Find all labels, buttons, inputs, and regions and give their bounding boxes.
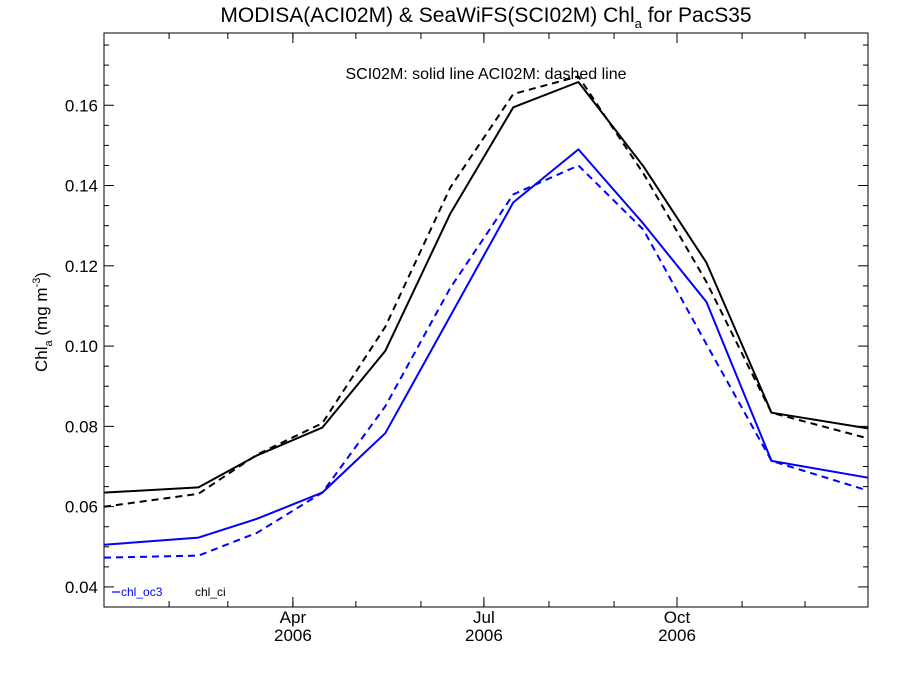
series-line-chl-ci-aci02m bbox=[103, 75, 869, 508]
y-tick-label: 0.06 bbox=[65, 498, 98, 517]
y-tick-label: 0.14 bbox=[65, 177, 98, 196]
chart-title: MODISA(ACI02M) & SeaWiFS(SCI02M) Chla fo… bbox=[220, 4, 751, 31]
series-line-chl-oc3-sci02m bbox=[103, 148, 869, 546]
plot-area: 0.040.060.080.100.120.140.16Apr2006Jul20… bbox=[65, 32, 869, 645]
series-line-chl-ci-sci02m bbox=[103, 81, 869, 494]
x-tick-label-month: Jul bbox=[473, 608, 495, 627]
series-line-chl-oc3-aci02m bbox=[103, 164, 869, 559]
x-tick-label-month: Apr bbox=[280, 608, 307, 627]
y-tick-label: 0.16 bbox=[65, 96, 98, 115]
y-tick-label: 0.08 bbox=[65, 417, 98, 436]
line-style-note: SCI02M: solid line ACI02M: dashed line bbox=[345, 66, 626, 83]
legend: chl_oc3 chl_ci bbox=[112, 585, 226, 599]
y-tick-label: 0.12 bbox=[65, 257, 98, 276]
y-axis-label: Chla (mg m-3) bbox=[31, 272, 55, 372]
x-tick-label-month: Oct bbox=[664, 608, 691, 627]
x-tick-label-year: 2006 bbox=[465, 626, 503, 645]
x-tick-label-year: 2006 bbox=[274, 626, 312, 645]
y-tick-label: 0.10 bbox=[65, 337, 98, 356]
y-tick-label: 0.04 bbox=[65, 578, 98, 597]
plot-frame bbox=[103, 32, 869, 608]
legend-label-chl-oc3: chl_oc3 bbox=[121, 585, 163, 599]
x-tick-label-year: 2006 bbox=[658, 626, 696, 645]
legend-label-chl-ci: chl_ci bbox=[195, 585, 226, 599]
